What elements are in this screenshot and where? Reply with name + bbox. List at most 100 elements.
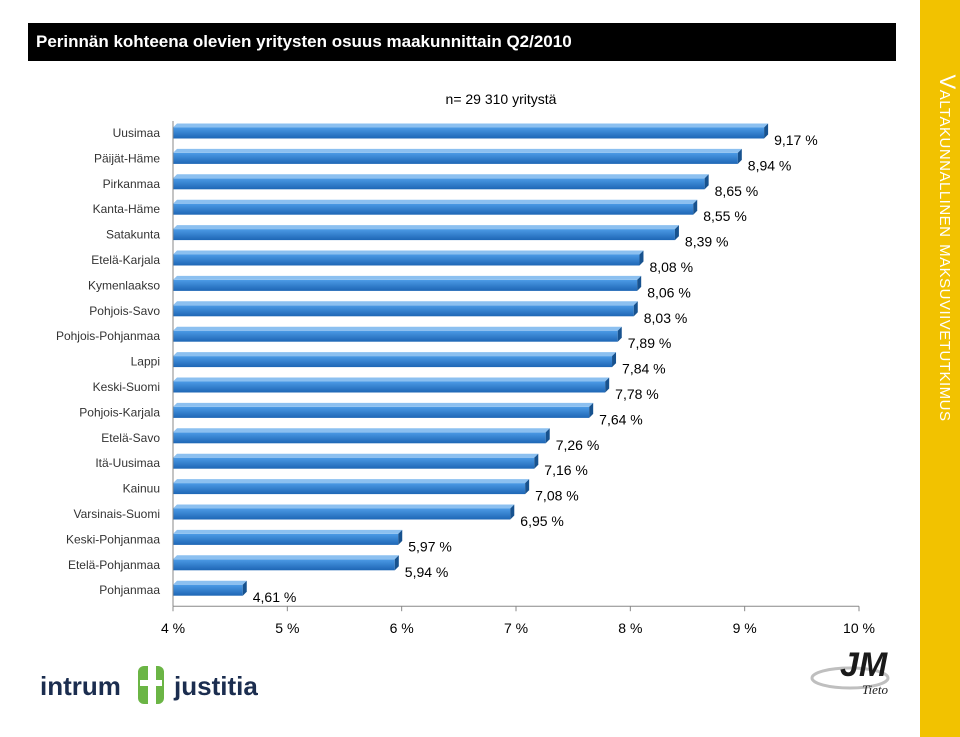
bar — [173, 203, 694, 215]
bar-group: Itä-Uusimaa 7,16 % — [95, 453, 588, 478]
value-label: 7,64 % — [599, 411, 643, 427]
bar-group: Keski-Pohjanmaa 5,97 % — [66, 529, 452, 554]
bar — [173, 178, 705, 190]
value-label: 8,55 % — [703, 208, 747, 224]
bar — [173, 152, 738, 164]
intrum-justitia-logo: intrum justitia — [40, 662, 258, 706]
value-label: 5,97 % — [408, 538, 452, 554]
bar-side-face — [637, 275, 642, 291]
x-tick-label: 5 % — [275, 620, 299, 636]
bar-top-face — [173, 250, 644, 255]
bar-side-face — [242, 580, 247, 596]
category-label: Pirkanmaa — [103, 177, 161, 191]
x-tick-label: 10 % — [843, 620, 875, 636]
svg-text:Tieto: Tieto — [862, 682, 889, 697]
bar-top-face — [173, 580, 247, 585]
bar-side-face — [589, 402, 594, 418]
bar-group: Uusimaa 9,17 % — [113, 123, 818, 148]
value-label: 7,08 % — [535, 488, 579, 504]
bar-top-face — [173, 123, 769, 128]
bar-group: Pohjois-Savo 8,03 % — [89, 301, 687, 326]
category-label: Pohjois-Savo — [89, 304, 160, 318]
bar-group: Keski-Suomi 7,78 % — [93, 377, 659, 402]
bar-side-face — [545, 428, 550, 444]
bar-top-face — [173, 504, 515, 509]
bar-top-face — [173, 174, 709, 179]
bar-group: Pohjanmaa 4,61 % — [99, 580, 297, 605]
bar-side-face — [612, 352, 617, 368]
x-tick-label: 4 % — [161, 620, 185, 636]
bar-top-face — [173, 428, 550, 433]
category-label: Päijät-Häme — [94, 151, 160, 165]
bar — [173, 381, 606, 393]
bar-side-face — [693, 199, 698, 215]
bar-top-face — [173, 377, 610, 382]
category-label: Uusimaa — [113, 126, 161, 140]
value-label: 8,94 % — [748, 157, 792, 173]
bar-side-face — [737, 148, 742, 164]
title-bar: Perinnän kohteena olevien yritysten osuu… — [28, 23, 896, 61]
bar-side-face — [674, 225, 679, 241]
category-label: Varsinais-Suomi — [74, 507, 160, 521]
bar-group: Etelä-Karjala 8,08 % — [91, 250, 693, 275]
bar-side-face — [605, 377, 610, 393]
value-label: 6,95 % — [520, 513, 564, 529]
value-label: 4,61 % — [253, 589, 297, 605]
bar-top-face — [173, 529, 403, 534]
bar-group: Satakunta 8,39 % — [106, 225, 729, 250]
bar — [173, 279, 638, 291]
category-label: Etelä-Karjala — [91, 253, 160, 267]
category-label: Kymenlaakso — [88, 278, 160, 292]
category-label: Pohjois-Karjala — [79, 405, 160, 419]
value-label: 8,03 % — [644, 310, 688, 326]
category-label: Pohjois-Pohjanmaa — [56, 329, 160, 343]
svg-text:JM: JM — [840, 646, 888, 684]
bar-chart: Uusimaa 9,17 % Päijät-Häme 8,94 % Pirkanmaa 8… — [56, 91, 875, 636]
bar — [173, 559, 395, 571]
bar-top-face — [173, 275, 642, 280]
value-label: 7,84 % — [622, 361, 666, 377]
category-label: Etelä-Pohjanmaa — [68, 558, 160, 572]
bar — [173, 432, 546, 444]
bar-side-face — [764, 123, 769, 139]
value-label: 8,06 % — [647, 284, 691, 300]
bar-side-face — [525, 479, 530, 495]
bar-group: Kanta-Häme 8,55 % — [93, 199, 747, 224]
chart-title: Perinnän kohteena olevien yritysten osuu… — [36, 32, 572, 51]
bar-side-face — [534, 453, 539, 469]
bar-top-face — [173, 453, 539, 458]
value-label: 9,17 % — [774, 132, 818, 148]
sample-size-annotation: n= 29 310 yritystä — [446, 91, 557, 107]
jm-tieto-logo: JM Tieto — [810, 646, 890, 697]
category-label: Satakunta — [106, 228, 160, 242]
bar-top-face — [173, 402, 594, 407]
x-tick-label: 6 % — [390, 620, 414, 636]
x-tick-label: 9 % — [733, 620, 757, 636]
bar-top-face — [173, 352, 617, 357]
bar-top-face — [173, 148, 742, 153]
bar-group: Pirkanmaa 8,65 % — [103, 174, 759, 199]
bar — [173, 483, 526, 495]
x-tick-label: 7 % — [504, 620, 528, 636]
bar-side-face — [639, 250, 644, 266]
bar — [173, 254, 640, 266]
bar — [173, 508, 511, 520]
value-label: 7,89 % — [628, 335, 672, 351]
bar-side-face — [394, 555, 399, 571]
bar-top-face — [173, 479, 530, 484]
bar-group: Etelä-Pohjanmaa 5,94 % — [68, 555, 448, 580]
side-label: Valtakunnallinen maksuviivetutkimus — [935, 74, 960, 422]
value-label: 7,26 % — [556, 437, 600, 453]
bar-group: Lappi 7,84 % — [131, 352, 666, 377]
value-label: 7,16 % — [544, 462, 588, 478]
bar-group: Pohjois-Pohjanmaa 7,89 % — [56, 326, 672, 351]
bar — [173, 356, 613, 368]
bar-side-face — [398, 529, 403, 545]
bar — [173, 229, 675, 241]
svg-text:intrum: intrum — [40, 671, 121, 701]
category-label: Etelä-Savo — [101, 431, 160, 445]
bar-group: Kymenlaakso 8,06 % — [88, 275, 691, 300]
bar — [173, 406, 590, 418]
bar-group: Päijät-Häme 8,94 % — [94, 148, 792, 173]
value-label: 8,65 % — [715, 183, 759, 199]
